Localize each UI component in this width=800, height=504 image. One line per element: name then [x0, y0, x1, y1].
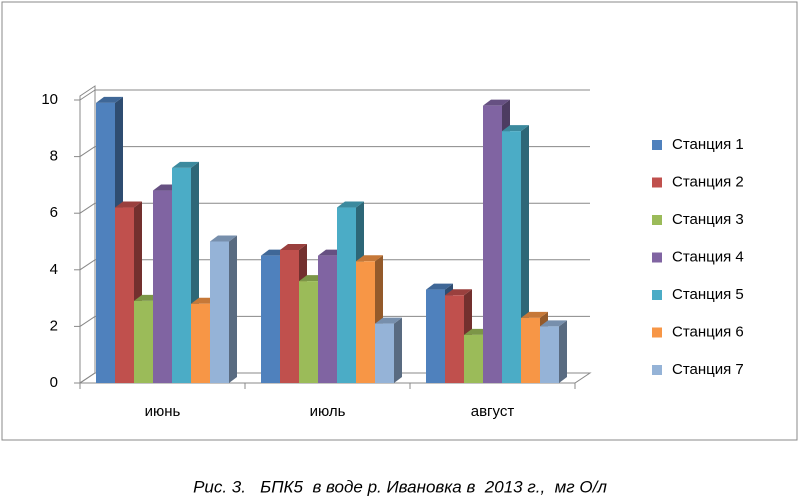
bar: [375, 323, 394, 383]
y-tick-label: 0: [50, 374, 58, 391]
grid-line-side: [79, 315, 96, 327]
y-tick-label: 8: [50, 148, 58, 165]
y-tick-label: 10: [41, 91, 58, 108]
bar: [299, 281, 318, 383]
grid-line-side: [79, 146, 96, 158]
x-tick-label: июнь: [145, 403, 181, 420]
legend-label: Станция 1: [672, 136, 744, 153]
bar: [115, 207, 134, 383]
legend-label: Станция 7: [672, 361, 744, 378]
legend-swatch: [652, 140, 662, 150]
bar: [540, 326, 559, 383]
bar: [153, 190, 172, 383]
bar: [318, 255, 337, 383]
bar: [172, 167, 191, 383]
x-tick-label: август: [471, 403, 515, 420]
grid-line-side: [79, 89, 96, 101]
bar: [210, 241, 229, 383]
bar: [191, 303, 210, 383]
bar-top: [210, 235, 237, 242]
grid-line-side: [79, 202, 96, 214]
bar: [483, 105, 502, 383]
back-wall: [79, 85, 96, 384]
legend-swatch: [652, 290, 662, 300]
bar-top: [502, 125, 529, 132]
bar: [261, 255, 280, 383]
legend-label: Станция 2: [672, 173, 744, 190]
chart-caption: Рис. 3. БПК5 в воде р. Ивановка в 2013 г…: [193, 477, 607, 496]
bar-side: [229, 235, 237, 383]
bar: [96, 102, 115, 383]
bar: [337, 207, 356, 383]
legend-label: Станция 5: [672, 286, 744, 303]
bar-top: [337, 201, 364, 208]
x-tick-label: июль: [310, 403, 346, 420]
bar-top: [115, 201, 142, 208]
bar-top: [96, 96, 123, 103]
bar-top: [426, 283, 453, 290]
bar-top: [280, 243, 307, 250]
bar-top: [356, 255, 383, 262]
bar-side: [559, 320, 567, 383]
bar-top: [540, 320, 567, 327]
bar-top: [445, 289, 472, 296]
y-tick-label: 4: [50, 261, 58, 278]
bar: [445, 295, 464, 383]
y-tick-label: 6: [50, 204, 58, 221]
grid-line-side: [79, 259, 96, 271]
legend-swatch: [652, 252, 662, 263]
bar-top: [483, 99, 510, 106]
legend-label: Станция 3: [672, 211, 744, 228]
legend-swatch: [652, 177, 662, 188]
bar-top: [172, 161, 199, 168]
bar: [280, 249, 299, 383]
bar: [464, 334, 483, 383]
bar: [521, 317, 540, 383]
bar: [356, 261, 375, 383]
y-tick-label: 2: [50, 317, 58, 334]
legend-swatch: [652, 365, 662, 375]
legend-label: Станция 4: [672, 248, 744, 265]
bar: [426, 289, 445, 383]
bar-side: [394, 317, 402, 383]
grid-line-side: [79, 372, 96, 384]
legend-label: Станция 6: [672, 323, 744, 340]
bar: [134, 300, 153, 383]
legend-swatch: [652, 327, 662, 338]
legend-swatch: [652, 215, 662, 225]
bar-top: [375, 317, 402, 324]
bar-top: [521, 311, 548, 318]
bar: [502, 131, 521, 383]
